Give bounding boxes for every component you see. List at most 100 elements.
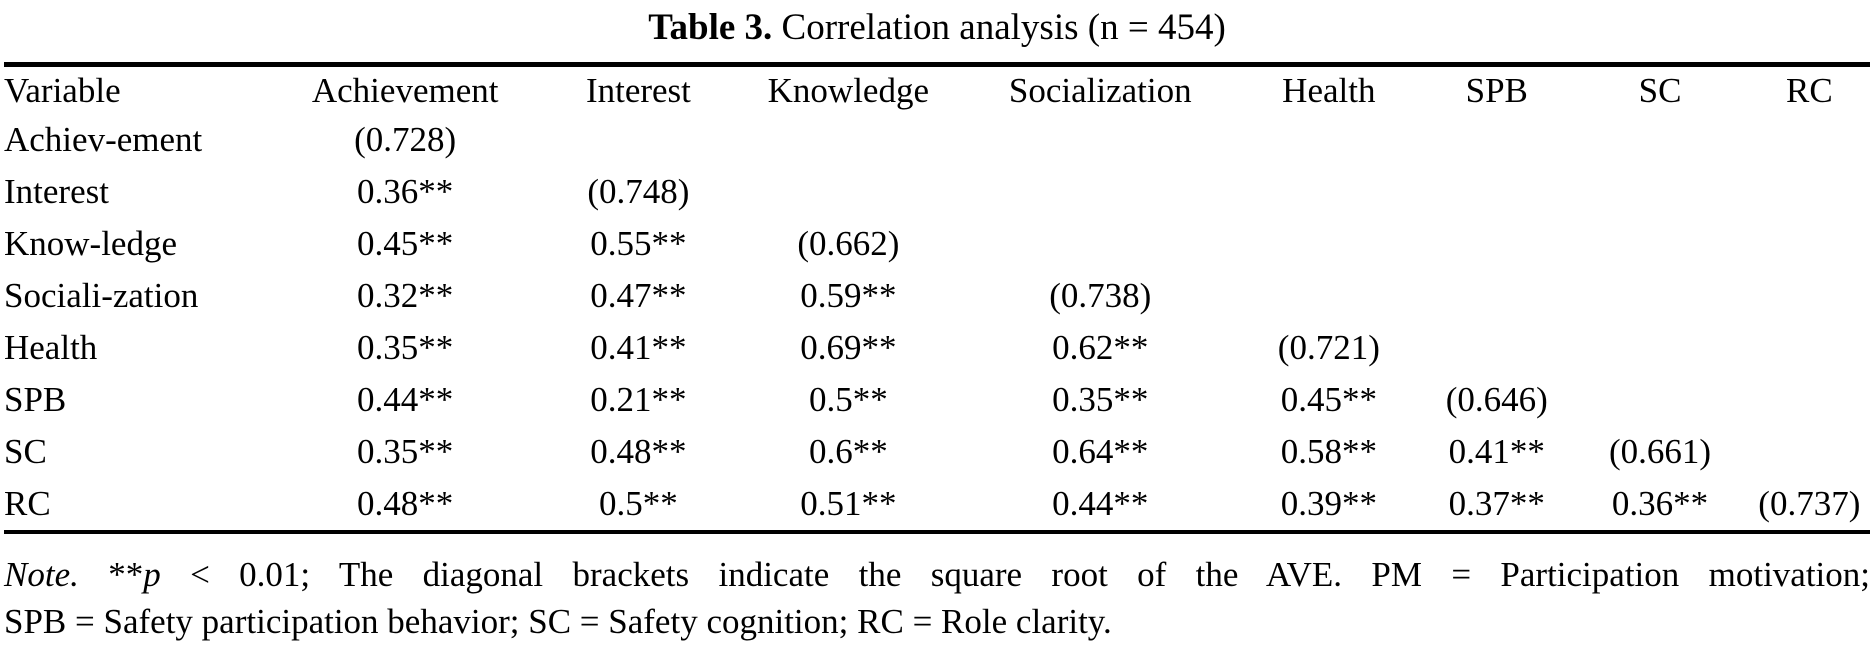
correlation-cell <box>1571 322 1748 374</box>
correlation-cell: 0.51** <box>800 484 897 523</box>
correlation-cell <box>1236 218 1423 270</box>
correlation-cell: 0.21** <box>590 380 687 419</box>
correlation-cell: 0.59** <box>800 276 897 315</box>
column-header-sc: SC <box>1638 70 1682 110</box>
note-segment: ** <box>78 555 144 594</box>
table-row: Sociali-zation 0.32** 0.47** 0.59** (0.738) <box>4 270 1870 322</box>
column-header-variable: Variable <box>4 70 121 110</box>
table-header: Variable Achievement Interest Knowledge Soci… <box>4 65 1870 115</box>
row-label: Know-ledge <box>4 224 178 263</box>
correlation-cell <box>1749 426 1870 478</box>
correlation-cell <box>965 218 1236 270</box>
correlation-cell: 0.62** <box>1052 328 1149 367</box>
correlation-cell <box>1571 166 1748 218</box>
correlation-cell <box>1749 270 1870 322</box>
note-italic-segment: p <box>143 555 161 594</box>
correlation-cell: (0.661) <box>1608 432 1712 471</box>
table-row: Achiev-ement (0.728) <box>4 114 1870 166</box>
table-row: SC 0.35** 0.48** 0.6** 0.64** 0.58** 0.41** (0.… <box>4 426 1870 478</box>
correlation-cell <box>965 166 1236 218</box>
correlation-cell: 0.5** <box>599 484 678 523</box>
note-italic-segment: Note. <box>4 555 79 594</box>
correlation-cell: 0.6** <box>808 432 888 471</box>
table-row: SPB 0.44** 0.21** 0.5** 0.35** 0.45** (0.646) <box>4 374 1870 426</box>
correlation-cell: 0.36** <box>357 172 454 211</box>
correlation-cell: 0.41** <box>590 328 687 367</box>
table-note: Note. **p < 0.01; The diagonal brackets … <box>4 551 1870 645</box>
correlation-cell: 0.45** <box>1280 380 1377 419</box>
note-line-1: Note. **p < 0.01; The diagonal brackets … <box>4 551 1870 598</box>
correlation-cell <box>1422 322 1571 374</box>
correlation-cell: (0.748) <box>587 172 690 211</box>
header-row: Variable Achievement Interest Knowledge Soci… <box>4 65 1870 115</box>
correlation-cell: 0.37** <box>1448 484 1545 523</box>
correlation-cell: 0.36** <box>1611 484 1709 523</box>
correlation-cell <box>1749 218 1870 270</box>
table-number: Table 3. <box>648 7 773 48</box>
correlation-cell <box>1571 114 1748 166</box>
correlation-cell: 0.35** <box>357 328 454 367</box>
column-header-knowledge: Knowledge <box>767 70 930 110</box>
correlation-cell <box>1571 270 1748 322</box>
correlation-cell <box>732 114 965 166</box>
note-line-2: SPB = Safety participation behavior; SC … <box>4 602 1112 641</box>
table-row: Know-ledge 0.45** 0.55** (0.662) <box>4 218 1870 270</box>
correlation-cell <box>1422 270 1571 322</box>
row-label: SC <box>4 432 47 471</box>
correlation-cell <box>1749 166 1870 218</box>
correlation-cell: 0.64** <box>1052 432 1149 471</box>
correlation-cell <box>1749 114 1870 166</box>
column-header-health: Health <box>1282 70 1376 110</box>
table-row: Health 0.35** 0.41** 0.69** 0.62** (0.721) <box>4 322 1870 374</box>
correlation-cell <box>1236 270 1423 322</box>
correlation-cell: 0.48** <box>357 484 454 523</box>
row-label: SPB <box>4 380 67 419</box>
correlation-cell <box>1749 322 1870 374</box>
correlation-cell <box>1422 166 1571 218</box>
table-title: Table 3. Correlation analysis (n = 454) <box>4 2 1870 52</box>
correlation-cell: (0.662) <box>797 224 900 263</box>
correlation-cell: (0.738) <box>1049 276 1152 315</box>
correlation-cell: 0.48** <box>590 432 687 471</box>
correlation-cell: 0.41** <box>1448 432 1545 471</box>
correlation-cell: (0.646) <box>1445 380 1548 419</box>
row-label: Sociali-zation <box>4 276 199 315</box>
correlation-cell <box>732 166 965 218</box>
row-label: Health <box>4 328 98 367</box>
correlation-cell: 0.55** <box>590 224 687 263</box>
column-header-spb: SPB <box>1465 70 1528 110</box>
correlation-cell <box>1236 114 1423 166</box>
correlation-cell <box>1571 374 1748 426</box>
note-segment: < 0.01; The diagonal brackets indicate t… <box>160 555 1871 594</box>
table-body: Achiev-ement (0.728) Interest 0.36** (0.748)… <box>4 114 1870 532</box>
correlation-cell <box>1236 166 1423 218</box>
correlation-cell: 0.35** <box>1052 380 1149 419</box>
correlation-cell <box>1749 374 1870 426</box>
correlation-cell: 0.32** <box>357 276 454 315</box>
column-header-interest: Interest <box>585 70 691 110</box>
row-label: RC <box>4 484 51 523</box>
correlation-cell: 0.44** <box>1052 484 1149 523</box>
correlation-cell: 0.39** <box>1280 484 1377 523</box>
correlation-cell <box>1422 114 1571 166</box>
column-header-achievement: Achievement <box>311 70 499 110</box>
correlation-cell: 0.69** <box>800 328 897 367</box>
correlation-cell: 0.58** <box>1280 432 1377 471</box>
correlation-cell: (0.737) <box>1758 484 1861 523</box>
column-header-socialization: Socialization <box>1008 70 1192 110</box>
correlation-cell: (0.721) <box>1277 328 1380 367</box>
correlation-cell: 0.35** <box>357 432 454 471</box>
table-row: RC 0.48** 0.5** 0.51** 0.44** 0.39** 0.37** 0.3… <box>4 478 1870 532</box>
column-header-rc: RC <box>1785 70 1833 110</box>
table-caption: Correlation analysis (n = 454) <box>772 7 1226 48</box>
correlation-cell: 0.5** <box>808 380 888 419</box>
correlation-cell: (0.728) <box>354 120 457 159</box>
correlation-table: Variable Achievement Interest Knowledge Soci… <box>4 62 1870 534</box>
correlation-cell <box>965 114 1236 166</box>
correlation-cell <box>1571 218 1748 270</box>
correlation-cell: 0.47** <box>590 276 687 315</box>
correlation-cell <box>1422 218 1571 270</box>
row-label: Achiev-ement <box>4 120 203 159</box>
row-label: Interest <box>4 172 109 211</box>
